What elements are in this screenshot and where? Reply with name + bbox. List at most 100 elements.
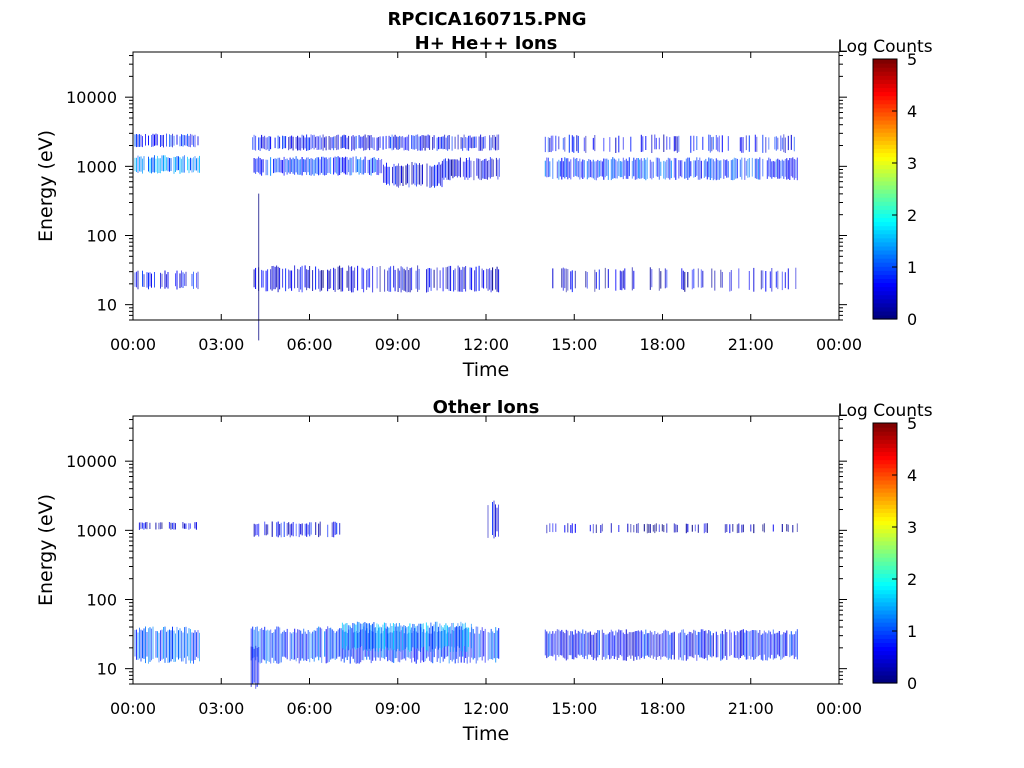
heatmap-cell-band-3 [397,136,399,150]
heatmap-cell-band-6 [486,160,488,180]
colorbar-swatch [873,500,897,505]
heatmap-cell-band-4 [285,159,287,173]
heatmap-cell-band-10 [610,159,612,181]
heatmap-cell-band-3 [469,135,471,148]
heatmap-cell-band-8 [756,630,758,658]
heatmap-cell-band-3 [312,631,314,659]
heatmap-cell-band-3 [295,137,297,149]
heatmap-cell-band-4 [273,158,275,174]
heatmap-cell-band-5 [417,164,419,185]
heatmap-cell-band-10 [675,158,677,180]
panel-title: H+ He++ Ions [415,33,558,54]
heatmap-cell-band-4 [455,626,457,652]
heatmap-cell-band-7 [549,523,551,532]
heatmap-cell-band-5 [258,647,260,684]
x-axis-label: Time [462,359,510,381]
heatmap-cell-band-3 [327,626,329,663]
heatmap-cell-band-8 [651,632,653,656]
heatmap-cell-band-3 [484,628,486,663]
panel-2: Other Ions 00:00 03:00 06:00 09:00 12:00 15:00… [35,397,933,745]
heatmap-cell-band-8 [613,635,615,659]
heatmap-cell-band-7 [300,267,302,290]
heatmap-cell-band-8 [570,631,572,656]
heatmap-cell-band-4 [297,158,299,175]
heatmap-cell-band-1 [143,156,145,171]
heatmap-cell-band-8 [702,629,704,659]
heatmap-cell-band-7 [426,269,428,293]
colorbar-tick-label: 1 [907,258,917,277]
heatmap-cell-band-6 [446,161,448,180]
colorbar-swatch [873,144,897,149]
heatmap-cell-band-8 [790,631,792,656]
heatmap-cell-band-8 [789,634,791,658]
heatmap-cell-band-7 [459,267,461,292]
heatmap-cell-band-4 [265,159,267,176]
heatmap-cell-band-8 [729,629,731,657]
heatmap-cell-band-8 [759,630,761,656]
colorbar-swatch [873,164,897,170]
heatmap-cell-band-7 [348,265,350,291]
heatmap-cell-band-3 [481,627,483,661]
heatmap-cell-band-7 [753,524,755,534]
heatmap-cell-band-1 [178,156,179,171]
colorbar-swatch [873,262,897,267]
heatmap-cell-band-8 [637,630,639,657]
colorbar-swatch [873,650,897,656]
heatmap-cell-band-2 [301,523,303,536]
heatmap-cell-band-9 [585,135,587,153]
heatmap-cell-band-0 [166,133,167,147]
heatmap-cell-band-6 [496,507,498,532]
heatmap-cell-band-2 [154,272,155,288]
heatmap-cell-band-6 [458,160,460,177]
heatmap-cell-band-1 [163,155,164,172]
heatmap-cell-band-7 [351,266,353,293]
heatmap-cell-band-11 [598,269,600,290]
heatmap-cell-band-10 [589,159,591,178]
heatmap-cell-band-7 [445,267,447,289]
heatmap-cell-band-9 [651,134,653,153]
heatmap-cell-band-9 [742,137,744,153]
colorbar-tick-label: 4 [907,102,917,121]
colorbar-swatch [873,156,897,162]
heatmap-cell-band-3 [328,628,330,662]
heatmap-cell-band-1 [164,155,166,172]
heatmap-cell-band-3 [259,629,261,664]
heatmap-cell-band-2 [304,523,306,536]
heatmap-cell-band-1 [196,158,197,171]
heatmap-cell-band-4 [406,627,408,648]
heatmap-cell-band-7 [555,523,557,532]
heatmap-cell-band-4 [318,157,320,176]
heatmap-cell-band-8 [775,632,777,659]
heatmap-cell-band-7 [393,265,395,288]
heatmap-cell-band-4 [343,624,345,650]
heatmap-cell-band-10 [567,158,569,180]
heatmap-cell-band-9 [768,137,770,150]
heatmap-cell-band-3 [310,134,312,150]
colorbar-frame [872,422,898,684]
heatmap-cell-band-0 [168,522,170,529]
heatmap-cell-band-3 [444,134,446,149]
heatmap-cell-band-0 [148,135,149,146]
heatmap-cell-band-9 [777,137,779,150]
heatmap-cell-band-2 [191,273,193,287]
heatmap-cell-band-3 [429,633,431,661]
heatmap-cell-band-8 [595,632,597,661]
heatmap-cell-band-11 [691,269,693,290]
heatmap-cell-band-8 [583,633,585,659]
colorbar-swatch [873,270,897,275]
heatmap-cell-band-10 [772,161,774,177]
heatmap-cell-band-5 [399,166,401,186]
colorbar: Log Counts 0 1 2 3 4 5 [837,401,932,693]
heatmap-cell-band-4 [440,625,442,650]
heatmap-cell-band-4 [295,156,297,173]
heatmap-cell-band-4 [452,622,454,652]
heatmap-cell-band-3 [400,136,402,148]
heatmap-cell-band-10 [697,160,699,180]
heatmap-cell-band-3 [295,632,297,662]
y-tick-label: 100 [86,226,117,245]
heatmap-cell-band-10 [705,158,707,177]
heatmap-cell-band-4 [416,625,418,649]
heatmap-cell-band-8 [748,631,750,656]
heatmap-cell-band-9 [696,136,698,150]
heatmap-cell-band-7 [649,524,651,533]
